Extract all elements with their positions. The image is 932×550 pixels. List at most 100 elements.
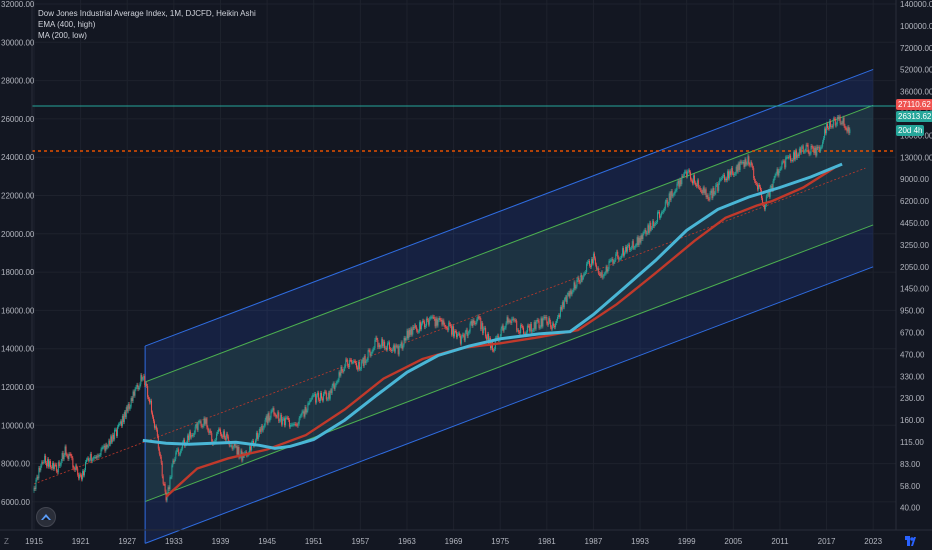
candle: [218, 429, 220, 432]
candle: [102, 447, 104, 449]
candle: [57, 462, 59, 473]
candle: [619, 258, 621, 260]
left-tick-label: 8000.00: [1, 460, 30, 469]
candle: [489, 338, 491, 349]
candle: [155, 426, 157, 430]
candle: [726, 178, 728, 181]
settings-icon[interactable]: [905, 536, 916, 546]
candle: [638, 237, 640, 246]
candle: [135, 387, 137, 390]
candle: [597, 268, 599, 274]
candle: [41, 462, 43, 466]
candle: [614, 260, 616, 262]
candle: [605, 266, 607, 274]
candle: [422, 320, 424, 322]
candle: [236, 446, 238, 455]
candle: [432, 316, 434, 318]
candle: [406, 330, 408, 339]
candle: [273, 408, 275, 415]
candle: [342, 371, 344, 373]
candle: [187, 435, 189, 441]
candle: [392, 345, 394, 350]
candle: [750, 162, 752, 166]
x-tick-label: 1975: [491, 537, 509, 546]
candle: [360, 361, 362, 369]
candle: [506, 317, 508, 324]
candle: [549, 318, 551, 322]
candle: [388, 342, 390, 350]
candle: [293, 424, 295, 426]
candle: [513, 318, 515, 321]
candle: [302, 411, 304, 413]
candle: [275, 414, 277, 417]
candle: [395, 345, 397, 347]
candle: [78, 474, 80, 479]
candle: [540, 318, 542, 328]
candle: [296, 424, 298, 426]
candle: [240, 450, 242, 457]
candle: [713, 188, 715, 195]
candle: [148, 397, 150, 400]
candle: [543, 316, 545, 319]
logo-icon[interactable]: [36, 507, 56, 527]
candle: [610, 260, 612, 262]
candle: [584, 273, 586, 275]
candle: [290, 424, 292, 426]
outer-channel-top: [144, 68, 874, 347]
candle: [757, 184, 759, 190]
candle: [210, 430, 212, 434]
candle: [261, 425, 263, 431]
candle: [137, 384, 139, 390]
candle: [154, 426, 156, 428]
candle: [608, 261, 610, 270]
candle: [274, 414, 276, 416]
candle: [530, 324, 532, 332]
candle: [806, 144, 808, 146]
candle: [728, 171, 730, 179]
candle: [766, 194, 768, 197]
candle: [390, 349, 392, 351]
candle: [259, 429, 261, 432]
candle: [186, 435, 188, 443]
candle: [270, 411, 272, 418]
candle: [226, 433, 228, 437]
candle: [340, 367, 342, 376]
candle: [775, 173, 777, 176]
candle: [471, 321, 473, 326]
candle: [359, 368, 361, 370]
candle: [119, 421, 121, 424]
candle: [673, 193, 675, 195]
timezone-label[interactable]: Z: [4, 537, 9, 546]
candle: [446, 327, 448, 329]
candle: [771, 185, 773, 191]
candle: [130, 398, 132, 407]
candle: [50, 467, 52, 469]
x-tick-label: 2011: [771, 537, 789, 546]
candle: [537, 319, 539, 321]
candle: [90, 453, 92, 462]
candle: [385, 347, 387, 349]
candle: [40, 465, 42, 471]
candle: [183, 439, 185, 443]
candle: [325, 392, 327, 400]
candle: [182, 442, 184, 449]
candle: [604, 273, 606, 275]
candle: [179, 454, 181, 456]
candle: [715, 185, 717, 194]
candle: [848, 127, 850, 134]
candle: [254, 440, 256, 445]
candle: [560, 307, 562, 310]
candle: [600, 272, 602, 276]
candle: [602, 276, 604, 278]
x-tick-label: 1987: [585, 537, 603, 546]
candle: [544, 316, 546, 319]
candle: [113, 434, 115, 440]
right-tick-label: 9000.00: [900, 175, 929, 184]
candle: [319, 399, 321, 402]
x-tick-label: 1963: [398, 537, 416, 546]
candle: [765, 196, 767, 205]
candle: [683, 174, 685, 176]
candle: [644, 229, 646, 232]
candle: [447, 328, 449, 331]
